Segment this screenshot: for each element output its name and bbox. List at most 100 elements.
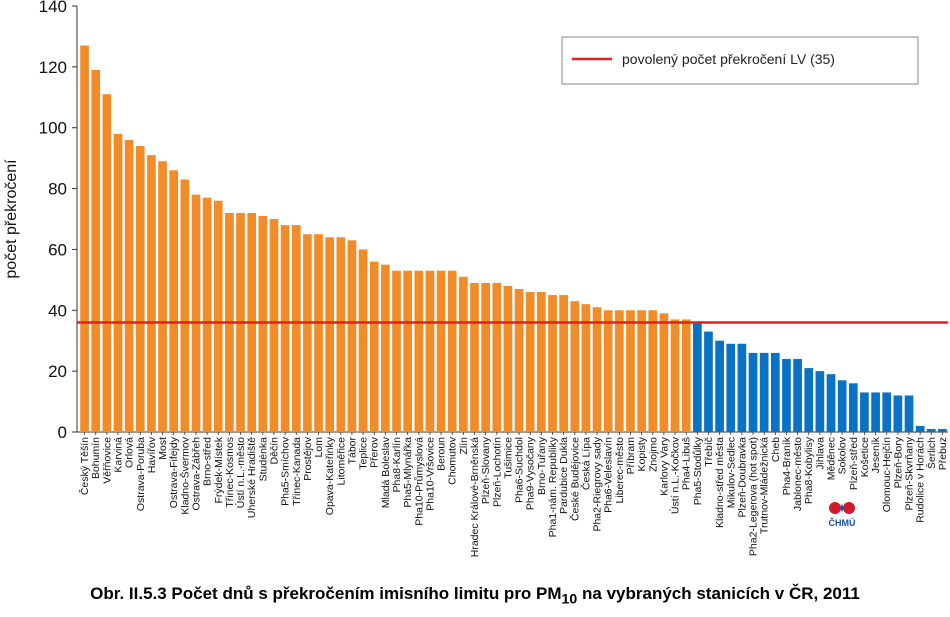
bar	[135, 145, 145, 432]
bar	[303, 234, 312, 432]
x-tick-label: Olomouc-Hejčín	[881, 437, 893, 512]
y-tick-label: 60	[48, 240, 67, 259]
legend-label: povolený počet překročení LV (35)	[622, 51, 835, 67]
bar	[414, 270, 424, 432]
bar	[258, 215, 268, 432]
x-tick-label: Pha9-Vysočany	[525, 436, 537, 510]
bar	[748, 352, 758, 432]
x-tick-label: Děčín	[268, 437, 280, 465]
bar	[848, 383, 858, 432]
bar	[336, 237, 346, 432]
x-tick-label: Pha6-Suchdol	[514, 437, 526, 503]
figure-caption: Obr. II.5.3 Počet dnů s překročením imis…	[0, 584, 950, 607]
bar	[726, 343, 736, 432]
x-tick-label: Brno-Tuřany	[536, 436, 548, 495]
bar	[169, 170, 179, 433]
x-tick-label: Tábor	[346, 437, 358, 465]
bar	[436, 270, 446, 432]
x-tick-label: Tušimice	[502, 437, 514, 479]
y-tick-label: 100	[39, 119, 67, 138]
bar	[113, 133, 123, 433]
bar	[202, 197, 212, 432]
x-tick-label: Český Těšín	[78, 437, 91, 495]
bar	[915, 425, 925, 432]
legend: povolený počet překročení LV (35)	[561, 36, 919, 85]
x-tick-label: Pha1-nám. Republiky	[547, 436, 559, 537]
x-tick-label: Teplice	[358, 437, 370, 470]
caption-subscript: 10	[561, 591, 578, 608]
bar	[793, 358, 802, 432]
x-tick-label: Ostrava-Poruba	[135, 437, 147, 511]
x-tick-label: Věřňovice	[101, 437, 113, 484]
bar	[704, 331, 713, 432]
y-axis: 0 20 40 60 80 100 120 140 počet překročení	[3, 0, 948, 442]
x-tick-label: Přerov	[369, 436, 381, 468]
x-tick-label: Pha6-Veleslavín	[603, 437, 615, 513]
bar	[681, 319, 691, 432]
bar	[938, 428, 947, 432]
x-tick-label: Orlová	[124, 437, 136, 468]
bar	[837, 380, 847, 432]
x-tick-label: Ústí n.L.-Kočkov	[669, 436, 682, 514]
x-tick-label: Opava-Kateřinky	[324, 436, 336, 515]
x-tick-label: Šerlich	[925, 437, 938, 469]
bar	[692, 322, 702, 432]
bars	[80, 45, 947, 435]
bar	[659, 313, 669, 432]
x-tick-label: Třebíč	[703, 437, 715, 467]
x-tick-label: Znojmo	[647, 437, 659, 472]
bar	[381, 264, 390, 432]
x-tick-label: Pha2-Riegrovy sady	[592, 436, 604, 531]
y-axis-label: počet překročení	[3, 159, 20, 279]
bar	[492, 282, 502, 432]
x-tick-label: Plzeň-Skvrňany	[904, 436, 916, 510]
bar	[459, 276, 468, 432]
y-tick-label: 20	[48, 362, 67, 381]
x-tick-labels: Český Těšín Bohumín Věřňovice Karviná Orlová…	[78, 436, 949, 557]
x-tick-label: Jihlava	[814, 437, 826, 470]
bar	[548, 295, 557, 432]
x-tick-label: Ústí n.L.-město	[234, 437, 247, 508]
x-tick-label: Pha8-Kobylisy	[803, 436, 815, 504]
x-tick-label: Jeseník	[870, 436, 882, 473]
bar	[893, 395, 903, 432]
bar	[626, 310, 635, 432]
x-tick-label: Pardubice Dukla	[558, 437, 570, 514]
bar	[759, 352, 769, 432]
bar	[871, 392, 880, 432]
bar	[180, 179, 190, 432]
bar	[191, 194, 201, 432]
bar	[213, 200, 223, 432]
logo-diamond	[840, 504, 844, 512]
bar	[347, 240, 357, 432]
caption-suffix: na vybraných stanicích v ČR, 2011	[577, 584, 860, 603]
x-tick-label: Jablonec-město	[792, 437, 804, 511]
bar	[904, 395, 914, 432]
x-tick-label: Brno-střed	[202, 437, 214, 486]
bar	[614, 310, 624, 432]
logo-circle-red	[829, 502, 841, 514]
bar	[581, 304, 591, 432]
x-tick-label: Přebuz	[937, 437, 949, 470]
x-tick-label: Uherské Hradiště	[246, 437, 258, 518]
x-tick-label: Česká Lípa	[579, 437, 592, 490]
x-tick-label: Plzeň-Doubravka	[736, 437, 748, 518]
bar	[570, 301, 580, 432]
bar	[882, 392, 892, 432]
bar	[592, 307, 602, 432]
bar	[514, 288, 524, 432]
x-tick-label: Karviná	[112, 437, 124, 473]
x-tick-label: Pha10-Vršovice	[424, 437, 436, 511]
chmu-logo: ČHMÚ	[829, 502, 856, 528]
x-tick-label: Pha8-Karlín	[391, 437, 403, 493]
bar	[80, 45, 89, 433]
x-tick-label: Most	[157, 437, 169, 460]
legend-box	[561, 36, 919, 85]
bar	[926, 428, 936, 432]
x-tick-label: Ostrava-Fifejdy	[168, 436, 180, 508]
x-tick-label: Chomutov	[447, 436, 459, 485]
x-tick-label: Košetice	[859, 437, 871, 477]
bar	[804, 368, 814, 432]
bar	[770, 352, 780, 432]
x-tick-label: Studénka	[257, 437, 269, 482]
